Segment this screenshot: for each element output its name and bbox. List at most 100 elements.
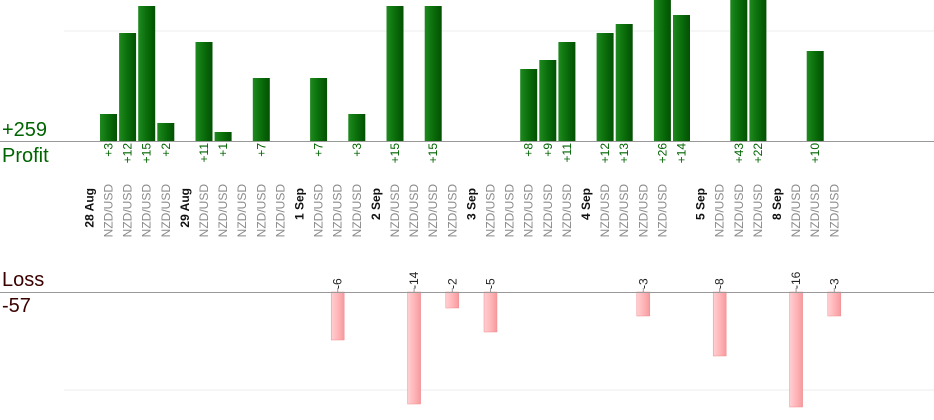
pair-label: NZD/USD [713,184,727,238]
profit-bar [119,33,137,141]
loss-value-label: -8 [713,278,727,289]
pair-label: NZD/USD [484,184,498,238]
pair-label: NZD/USD [732,184,746,238]
loss-bar [712,291,727,357]
loss-bar [483,291,498,333]
profit-bar [615,24,633,141]
pair-label: NZD/USD [598,184,612,238]
loss-bar [407,291,421,405]
bars [100,0,842,408]
date-label: 5 Sep [694,188,708,220]
profit-bar [806,51,824,141]
profit-value-label: +15 [140,143,154,164]
profit-bar [596,33,614,141]
profit-label: Profit [2,145,49,167]
pair-label: NZD/USD [522,184,536,238]
grid-lines [64,30,934,391]
labels: 28 Aug NZD/USD +3 NZD/USD +12 NZD/USD +15 NZD/U… [82,143,841,289]
loss-bar [445,291,460,309]
profit-value-label: +3 [350,143,364,157]
pair-label: NZD/USD [407,184,421,238]
profit-value-label: +12 [598,143,612,164]
profit-bar [348,114,366,141]
profit-bar [195,42,213,141]
profit-value-label: +8 [522,143,536,157]
pair-label: NZD/USD [827,184,841,238]
profit-value-label: +10 [808,143,822,164]
profit-bar [520,69,538,141]
profit-bar [214,132,232,141]
profit-bar [673,15,690,141]
pair-label: NZD/USD [140,184,154,238]
date-label: 2 Sep [369,188,383,220]
profit-value-label: +26 [655,143,669,164]
profit-value-label: +7 [312,143,326,157]
profit-bar [653,0,671,141]
profit-value-label: +15 [426,143,440,164]
loss-bar [789,291,803,408]
profit-value-label: +12 [121,143,135,164]
profit-value-label: +2 [159,143,173,157]
profit-bar [539,60,557,141]
profit-value-label: +15 [388,143,402,164]
pair-label: NZD/USD [617,184,631,238]
profit-value-label: +43 [732,143,746,164]
pair-label: NZD/USD [445,184,459,238]
loss-label: Loss [2,269,45,291]
loss-value-label: -6 [331,278,345,289]
profit-bar [386,6,404,141]
loss-value-label: -3 [636,278,650,289]
pair-label: NZD/USD [541,184,555,238]
pair-label: NZD/USD [312,184,326,238]
profit-value-label: +3 [102,143,116,157]
pair-label: NZD/USD [808,184,822,238]
pair-label: NZD/USD [273,184,287,238]
profit-value-label: +14 [675,143,689,164]
date-label: 28 Aug [82,188,96,228]
pair-label: NZD/USD [197,184,211,238]
loss-bar [330,291,345,341]
loss-value-label: -14 [407,271,421,289]
profit-bar [157,123,175,141]
date-label: 4 Sep [579,188,593,220]
pair-label: NZD/USD [388,184,402,238]
profit-total: +259 [2,119,48,141]
loss-value-label: -3 [827,278,841,289]
profit-value-label: +22 [751,143,765,164]
profit-bar [730,0,748,141]
profit-bar [100,114,117,141]
profit-value-label: +7 [254,143,268,157]
profit-bar [252,78,270,141]
profit-value-label: +11 [560,143,574,163]
loss-total: -57 [2,295,31,317]
loss-value-label: -16 [789,271,803,289]
profit-bar [138,6,156,141]
profit-value-label: +11 [197,143,211,163]
pair-label: NZD/USD [350,184,364,238]
profit-value-label: +9 [541,143,555,157]
pair-label: NZD/USD [159,184,173,238]
pair-label: NZD/USD [331,184,345,238]
pair-label: NZD/USD [254,184,268,238]
date-label: 29 Aug [178,188,192,228]
pair-label: NZD/USD [636,184,650,238]
date-label: 3 Sep [464,188,478,220]
pair-label: NZD/USD [789,184,803,238]
profit-value-label: +13 [617,143,631,164]
pair-label: NZD/USD [102,184,116,238]
date-label: 1 Sep [293,188,307,220]
pair-label: NZD/USD [121,184,135,238]
loss-bar [636,291,651,317]
profit-value-label: +1 [216,143,230,157]
pair-label: NZD/USD [216,184,230,238]
pair-label: NZD/USD [503,184,517,238]
loss-value-label: -5 [484,278,498,289]
loss-value-label: -2 [445,278,459,289]
date-label: 8 Sep [770,188,784,220]
profit-bar [558,42,576,141]
pair-label: NZD/USD [426,184,440,238]
profit-bar [310,78,328,141]
profit-bar [749,0,767,141]
pair-label: NZD/USD [655,184,669,238]
